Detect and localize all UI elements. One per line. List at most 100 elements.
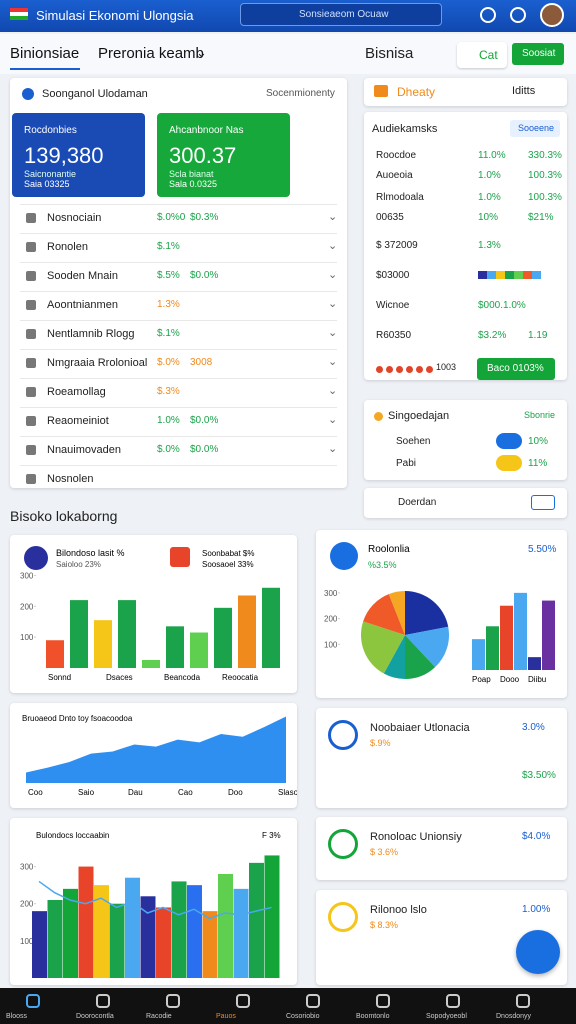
row-chevron: ⌄ (328, 414, 338, 426)
row-divider (20, 291, 337, 292)
footer-label[interactable]: Doerdan (398, 497, 437, 508)
row-chevron: ⌄ (328, 356, 338, 368)
y-tick-label: 300 (20, 571, 34, 580)
nav-icon[interactable] (96, 994, 110, 1008)
bar (78, 866, 94, 978)
row-name[interactable]: Aoontnianmen (47, 299, 118, 311)
row-divider (20, 436, 337, 437)
side-button[interactable]: Baco 0103% (477, 358, 555, 380)
row-name[interactable]: Nosnociain (47, 212, 102, 224)
row-divider (20, 349, 337, 350)
dot (416, 366, 423, 373)
y-tick-label: 300 (20, 863, 34, 872)
bar (140, 896, 156, 978)
pie-slice (388, 591, 405, 635)
toggle[interactable] (496, 433, 522, 449)
row-chevron: ⌄ (328, 211, 338, 223)
row-name[interactable]: Sooden Mnain (47, 270, 118, 282)
toggle[interactable] (496, 455, 522, 471)
search-placeholder: Sonsieaeom Ocuaw (299, 9, 389, 20)
status-title[interactable]: Singoedajan (388, 410, 450, 422)
status-row-name[interactable]: Pabi (396, 458, 417, 469)
side-row-name[interactable]: Rlmodoala (376, 192, 424, 203)
nav-label[interactable]: Cosoriobio (286, 1013, 320, 1020)
summary-card[interactable]: Ahcanbnoor Nas 300.37 Scla bianat Sala 0.03… (157, 113, 290, 197)
card-value: 139,380 (24, 143, 104, 168)
nav-icon[interactable] (166, 994, 180, 1008)
summary-card[interactable]: Rocdonbies 139,380 Saicnonantie Saia 03325 (12, 113, 145, 197)
row-icon (26, 300, 36, 310)
nav-label[interactable]: Doorocontla (76, 1013, 114, 1020)
status-row-name[interactable]: Soehen (396, 436, 431, 447)
status-footer: Doerdan (364, 488, 567, 518)
nav-label[interactable]: Pauos (216, 1013, 236, 1020)
color-segment (532, 271, 541, 279)
side-row-name[interactable]: 00635 (376, 212, 404, 223)
panel-title[interactable]: Soonganol Ulodaman (42, 88, 148, 100)
search-box[interactable]: Sonsieaeom Ocuaw (240, 3, 442, 26)
side-row-name[interactable]: $03000 (376, 270, 410, 281)
nav-icon[interactable] (236, 994, 250, 1008)
add-button[interactable]: Cat (457, 42, 507, 68)
chart-icon (170, 547, 190, 567)
bar (156, 907, 171, 978)
row-extra: $0.0% (190, 444, 219, 455)
stat-card[interactable]: Ronoloac Unionsiy $4.0% $ 3.6% (316, 817, 567, 880)
stat-icon (328, 829, 358, 859)
side-row-name[interactable]: Wicnoe (376, 300, 410, 311)
side-row-name[interactable]: $ 372009 (376, 240, 418, 251)
legend-label: Soonbabat $% (202, 549, 255, 558)
bar (109, 903, 125, 978)
nav-icon[interactable] (516, 994, 530, 1008)
avatar[interactable] (540, 3, 564, 27)
action-button[interactable]: Soosiat (512, 43, 564, 65)
nav-label[interactable]: Dnosdonyy (496, 1013, 532, 1020)
row-name[interactable]: Nnauimovaden (47, 444, 121, 456)
row-name[interactable]: Reaomeiniot (47, 415, 109, 427)
nav-icon[interactable] (26, 994, 40, 1008)
dot (386, 366, 393, 373)
nav-label[interactable]: Boomtonlo (356, 1013, 390, 1020)
app-title: Simulasi Ekonomi Ulongsia (36, 8, 194, 23)
row-name[interactable]: Nosnolen (47, 473, 94, 485)
nav-icon[interactable] (376, 994, 390, 1008)
chart-value: 5.50% (528, 544, 556, 555)
side-link[interactable]: Iditts (512, 85, 536, 97)
tab[interactable]: Binionsiae (10, 45, 80, 62)
nav-label[interactable]: Racodie (146, 1013, 172, 1020)
pie-slice (405, 635, 436, 679)
side-row-name[interactable]: R60350 (376, 330, 412, 341)
fab[interactable] (516, 930, 560, 974)
side-row-name[interactable]: Roocdoe (376, 150, 417, 161)
tab-right[interactable]: Bisnisa (365, 45, 414, 62)
x-tick-label: Dsaces (106, 673, 133, 682)
side-title[interactable]: Dheaty (397, 85, 436, 99)
row-name[interactable]: Roeamollag (47, 386, 106, 398)
stat-card[interactable]: Noobaiaer Utlonacia 3.0% $.9% $3.50% (316, 708, 567, 808)
side-row-name[interactable]: Auoeoia (376, 170, 413, 181)
nav-label[interactable]: Sopodyoeobl (426, 1013, 467, 1020)
tab[interactable]: Preronia keamb (98, 45, 204, 62)
nav-icon[interactable] (306, 994, 320, 1008)
header-icon[interactable] (510, 7, 526, 23)
side-row-extra: 100.3% (528, 170, 562, 181)
status-row-value: 11% (528, 458, 548, 469)
dot (376, 366, 383, 373)
row-value: $.1% (157, 328, 180, 339)
row-name[interactable]: Nentlamnib Rlogg (47, 328, 135, 340)
row-divider (20, 262, 337, 263)
side-section[interactable]: Audiekamsks (372, 123, 438, 135)
side-row-value: 1.0% (478, 170, 501, 181)
status-row-value: 10% (528, 436, 549, 447)
row-name[interactable]: Nmgraaia Rrolonioal (47, 357, 148, 369)
row-name[interactable]: Ronolen (47, 241, 88, 253)
nav-icon[interactable] (446, 994, 460, 1008)
nav-label[interactable]: Blooss (6, 1013, 28, 1020)
header-icon[interactable] (480, 7, 496, 23)
panel-filter[interactable]: Socenmionenty (266, 88, 335, 99)
stat-subtitle: $.9% (370, 738, 391, 748)
chart-title: Bulondocs loccaabin (36, 831, 109, 840)
footer-badge[interactable] (531, 495, 555, 510)
section-title[interactable]: Bisoko lokaborng (10, 508, 118, 524)
